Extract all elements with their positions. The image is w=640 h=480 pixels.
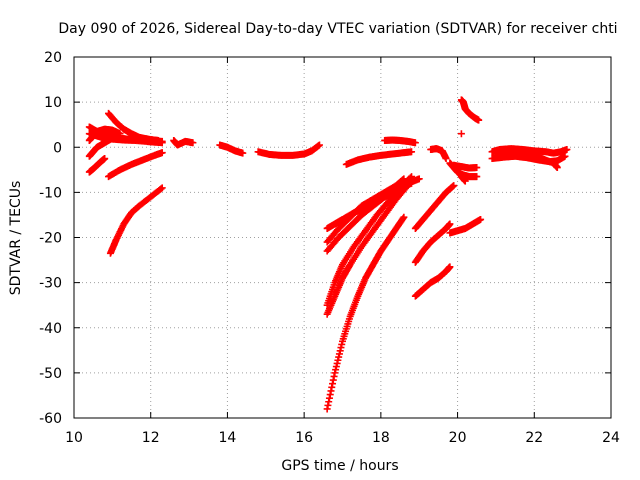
- series-arc-ac: [457, 130, 465, 138]
- series-arc-k: [254, 141, 323, 159]
- data-point: [561, 152, 569, 160]
- series-arc-u: [411, 220, 454, 266]
- y-tick-label: -20: [39, 231, 62, 247]
- chart-title: Day 090 of 2026, Sidereal Day-to-day VTE…: [58, 21, 617, 37]
- data-point: [101, 155, 109, 163]
- series-arc-d: [85, 125, 124, 144]
- data-point: [158, 139, 166, 147]
- x-tick-label: 24: [602, 430, 620, 446]
- series-arc-z: [450, 161, 481, 172]
- x-tick-label: 14: [219, 430, 237, 446]
- y-tick-label: -60: [39, 411, 62, 427]
- series-arc-e: [105, 109, 162, 144]
- data-point: [473, 164, 481, 172]
- series-arc-ab: [457, 96, 483, 124]
- data-point: [475, 116, 483, 124]
- x-tick-label: 10: [65, 430, 83, 446]
- data-point: [189, 139, 197, 147]
- y-tick-label: -30: [39, 276, 62, 292]
- data-point: [446, 263, 454, 271]
- series-arc-f: [85, 155, 109, 176]
- axis-ticks: 10 12 14 16 18 20 22 24 -60 -50 -40 -30 -20 -10 0 10 20: [39, 50, 620, 446]
- series-arc-m: [323, 182, 412, 318]
- data-points: [85, 96, 571, 413]
- series-arc-t: [411, 182, 458, 232]
- series-arc-s: [381, 136, 419, 147]
- data-point: [411, 139, 419, 147]
- data-point: [400, 213, 408, 221]
- series-arc-w: [446, 215, 485, 237]
- series-arc-v: [411, 263, 454, 300]
- y-axis-label: SDTVAR / TECUs: [8, 181, 24, 296]
- series-arc-j: [216, 141, 247, 157]
- data-point: [400, 175, 408, 183]
- y-tick-label: -40: [39, 321, 62, 337]
- data-point: [442, 155, 450, 163]
- series-arc-i: [170, 136, 197, 149]
- series-arc-q: [323, 179, 416, 232]
- x-tick-label: 18: [372, 430, 390, 446]
- x-tick-label: 22: [525, 430, 543, 446]
- y-tick-label: 0: [53, 140, 62, 156]
- y-tick-label: 10: [44, 95, 62, 111]
- data-point: [239, 149, 247, 157]
- data-point: [473, 173, 481, 181]
- data-point: [563, 146, 571, 154]
- series-arc-h: [106, 184, 166, 257]
- series-arc-r: [342, 148, 416, 168]
- data-point: [158, 149, 166, 157]
- data-point: [157, 185, 165, 193]
- y-tick-label: -10: [39, 185, 62, 201]
- data-point: [154, 136, 162, 144]
- data-point: [408, 179, 416, 187]
- data-point: [158, 184, 166, 192]
- data-point: [461, 177, 469, 185]
- data-point: [315, 141, 323, 149]
- x-tick-label: 20: [449, 430, 467, 446]
- series-arc-l: [323, 213, 408, 413]
- data-point: [415, 175, 423, 183]
- data-point: [457, 130, 465, 138]
- x-axis-label: GPS time / hours: [281, 458, 398, 474]
- data-point: [408, 148, 416, 156]
- data-point: [477, 215, 485, 223]
- x-tick-label: 16: [295, 430, 313, 446]
- x-tick-label: 12: [142, 430, 160, 446]
- data-point: [116, 130, 124, 138]
- data-point: [446, 220, 454, 228]
- data-point: [553, 164, 561, 172]
- series-arc-g: [105, 149, 166, 181]
- series-arc-aa: [457, 173, 469, 185]
- series-arc-af: [492, 148, 561, 172]
- y-tick-label: 20: [44, 50, 62, 66]
- data-point: [450, 182, 458, 190]
- y-tick-label: -50: [39, 366, 62, 382]
- series-arc-x: [427, 145, 450, 163]
